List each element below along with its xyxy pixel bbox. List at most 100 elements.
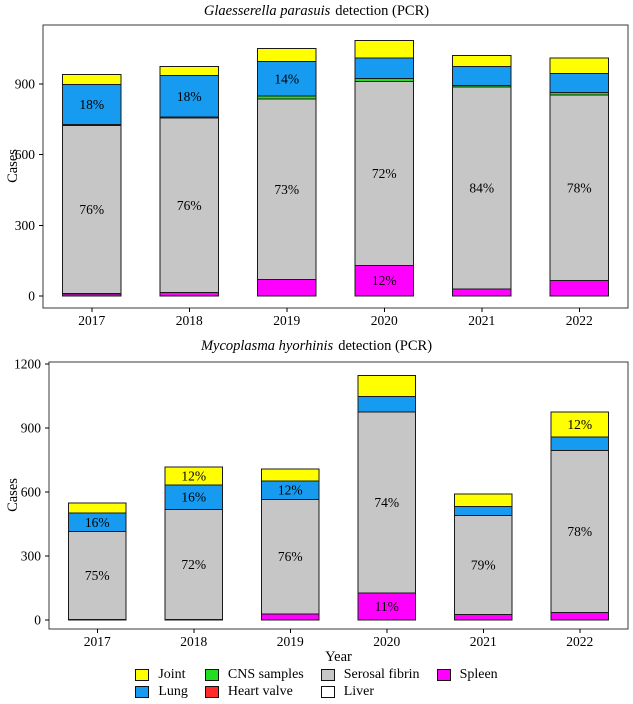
- y-tick-label: 300: [21, 549, 42, 564]
- legend-swatch-spleen: [436, 668, 451, 681]
- bar-segment-lung-2021: [453, 506, 513, 516]
- y-tick-label: 900: [15, 76, 36, 91]
- legend-item-serosal-fibrin: Serosal fibrin: [320, 666, 420, 682]
- legend: Joint Lung CNS samples Heart valve Serosal f…: [0, 667, 633, 699]
- y-tick-label: 600: [21, 485, 42, 500]
- bar-segment-lung-2019: [257, 61, 317, 97]
- bar-segment-serosal-fibrin-2017: [62, 124, 122, 295]
- bar-segment-spleen-2021: [452, 288, 512, 297]
- y-tick-label: 0: [34, 613, 41, 628]
- x-tick-label: 2018: [176, 313, 203, 328]
- segment-label-serosal-fibrin-2017: 75%: [85, 568, 110, 583]
- legend-column-2: CNS samples Heart valve: [204, 666, 304, 699]
- bar-segment-joint-2017: [67, 502, 127, 514]
- x-tick-label: 2019: [277, 634, 304, 649]
- bar-segment-serosal-fibrin-2021: [453, 514, 513, 616]
- bar-segment-lung-2020: [354, 57, 414, 80]
- bar-segment-serosal-fibrin-2019: [260, 498, 320, 615]
- bar-segment-joint-2022: [550, 411, 610, 438]
- bar-segment-serosal-fibrin-2018: [159, 117, 219, 294]
- bar-segment-joint-2018: [164, 466, 224, 486]
- segment-label-spleen-2020: 12%: [372, 273, 397, 288]
- bar-segment-spleen-2020: [354, 264, 414, 297]
- legend-item-liver: Liver: [320, 683, 420, 699]
- bar-segment-spleen-2021: [453, 614, 513, 621]
- legend-swatch-serosal-fibrin: [320, 668, 335, 681]
- legend-column-1: Joint Lung: [135, 667, 188, 699]
- species-name-bottom: Mycoplasma hyorhinis: [200, 338, 334, 354]
- bar-segment-joint-2017: [62, 74, 122, 86]
- chart-title-bottom: Mycoplasma hyorhinis detection (PCR): [0, 338, 633, 355]
- legend-column-3: Serosal fibrin Liver: [320, 666, 420, 699]
- bar-segment-spleen-2019: [257, 279, 317, 297]
- bar-segment-lung-2018: [159, 75, 219, 118]
- bar-segment-joint-2020: [354, 39, 414, 59]
- x-tick-label: 2020: [373, 634, 400, 649]
- species-name-top: Glaesserella parasuis: [203, 3, 331, 19]
- bar-segment-serosal-fibrin-2017: [67, 531, 127, 620]
- bar-segment-joint-2020: [357, 374, 417, 398]
- segment-label-serosal-fibrin-2020: 72%: [372, 166, 397, 181]
- legend-label-heart-valve: Heart valve: [227, 683, 293, 699]
- bar-segment-joint-2019: [260, 468, 320, 482]
- segment-label-serosal-fibrin-2019: 76%: [278, 549, 303, 564]
- y-tick-label: 1200: [14, 357, 41, 372]
- segment-label-lung-2017: 16%: [85, 515, 110, 530]
- segment-label-serosal-fibrin-2017: 76%: [79, 202, 104, 217]
- bar-segment-joint-2019: [257, 48, 317, 63]
- x-tick-label: 2018: [180, 634, 207, 649]
- legend-item-joint: Joint: [135, 667, 188, 682]
- segment-label-serosal-fibrin-2019: 73%: [274, 182, 299, 197]
- bar-segment-spleen-2020: [357, 592, 417, 621]
- segment-label-lung-2019: 12%: [278, 483, 303, 498]
- segment-label-serosal-fibrin-2021: 79%: [471, 557, 496, 572]
- segment-label-serosal-fibrin-2020: 74%: [374, 495, 399, 510]
- y-tick-label: 300: [15, 218, 36, 233]
- x-tick-label: 2017: [84, 634, 111, 649]
- bar-segment-joint-2021: [453, 493, 513, 508]
- bar-segment-lung-2018: [164, 484, 224, 510]
- legend-swatch-liver: [320, 685, 335, 698]
- chart-title-top: Glaesserella parasuis detection (PCR): [0, 3, 633, 20]
- y-tick-label: 600: [15, 147, 36, 162]
- segment-label-serosal-fibrin-2022: 78%: [567, 524, 592, 539]
- y-tick-label: 900: [21, 421, 42, 436]
- legend-label-cns-samples: CNS samples: [227, 666, 304, 682]
- legend-swatch-lung: [135, 685, 150, 698]
- bar-segment-spleen-2022: [550, 612, 610, 621]
- segment-label-joint-2018: 12%: [181, 468, 206, 483]
- legend-label-serosal-fibrin: Serosal fibrin: [343, 666, 420, 682]
- legend-label-joint: Joint: [158, 666, 186, 682]
- plot-panel: [42, 24, 629, 309]
- bar-segment-joint-2018: [159, 65, 219, 77]
- x-tick-label: 2021: [468, 313, 495, 328]
- x-tick-label: 2017: [78, 313, 105, 328]
- plot-panel: [48, 361, 629, 630]
- legend-label-spleen: Spleen: [459, 666, 498, 682]
- x-axis-label: Year: [325, 649, 352, 665]
- segment-label-joint-2022: 12%: [567, 417, 592, 432]
- x-tick-label: 2022: [566, 634, 593, 649]
- bar-segment-lung-2017: [62, 84, 122, 125]
- bar-segment-serosal-fibrin-2019: [257, 98, 317, 281]
- segment-label-lung-2018: 16%: [181, 490, 206, 505]
- segment-label-spleen-2020: 11%: [375, 599, 399, 614]
- bar-segment-serosal-fibrin-2018: [164, 508, 224, 621]
- segment-label-serosal-fibrin-2018: 76%: [177, 198, 202, 213]
- legend-label-lung: Lung: [158, 683, 188, 699]
- segment-label-lung-2019: 14%: [274, 71, 299, 86]
- bar-segment-joint-2022: [549, 57, 609, 74]
- segment-label-serosal-fibrin-2021: 84%: [469, 180, 494, 195]
- legend-item-spleen: Spleen: [436, 666, 498, 682]
- segment-label-serosal-fibrin-2018: 72%: [181, 557, 206, 572]
- legend-label-liver: Liver: [343, 683, 375, 699]
- y-tick-label: 0: [28, 289, 35, 304]
- bar-segment-serosal-fibrin-2022: [550, 449, 610, 614]
- legend-swatch-heart-valve: [204, 685, 219, 698]
- legend-item-lung: Lung: [135, 684, 188, 699]
- chart-title-top-text: detection (PCR): [335, 3, 430, 19]
- bar-segment-spleen-2019: [260, 613, 320, 621]
- bar-segment-lung-2022: [550, 436, 610, 451]
- x-tick-label: 2020: [371, 313, 398, 328]
- bar-segment-serosal-fibrin-2020: [357, 411, 417, 594]
